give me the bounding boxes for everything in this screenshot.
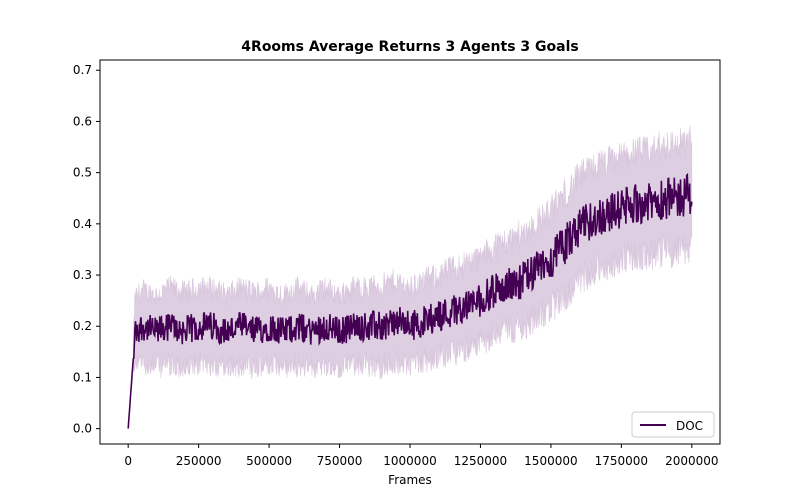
x-tick-label: 1000000 (383, 454, 436, 468)
x-tick-label: 0 (124, 454, 132, 468)
plot-area (127, 125, 693, 429)
y-tick-label: 0.2 (73, 319, 92, 333)
x-tick-label: 1750000 (595, 454, 648, 468)
legend-label-doc: DOC (676, 419, 703, 433)
series-band-doc (127, 125, 693, 429)
y-tick-label: 0.4 (73, 217, 92, 231)
y-tick-label: 0.1 (73, 370, 92, 384)
y-tick-label: 0.5 (73, 166, 92, 180)
y-tick-label: 0.0 (73, 422, 92, 436)
y-tick-label: 0.3 (73, 268, 92, 282)
x-tick-label: 750000 (317, 454, 363, 468)
y-tick-label: 0.6 (73, 114, 92, 128)
x-tick-label: 500000 (246, 454, 292, 468)
legend: DOC (631, 411, 715, 438)
x-tick-label: 250000 (176, 454, 222, 468)
x-tick-label: 1250000 (454, 454, 507, 468)
series-line-doc (127, 172, 693, 429)
x-axis: 0 250000 500000 750000 1000000 1250000 1500000… (124, 444, 719, 468)
chart-title: 4Rooms Average Returns 3 Agents 3 Goals (241, 39, 578, 55)
x-axis-label: Frames (388, 473, 432, 487)
legend-box (631, 411, 715, 438)
x-tick-label: 1500000 (524, 454, 577, 468)
y-tick-label: 0.7 (73, 63, 92, 77)
y-axis: 0.0 0.1 0.2 0.3 0.4 0.5 0.6 0.7 (73, 63, 100, 436)
x-tick-label: 2000000 (665, 454, 718, 468)
